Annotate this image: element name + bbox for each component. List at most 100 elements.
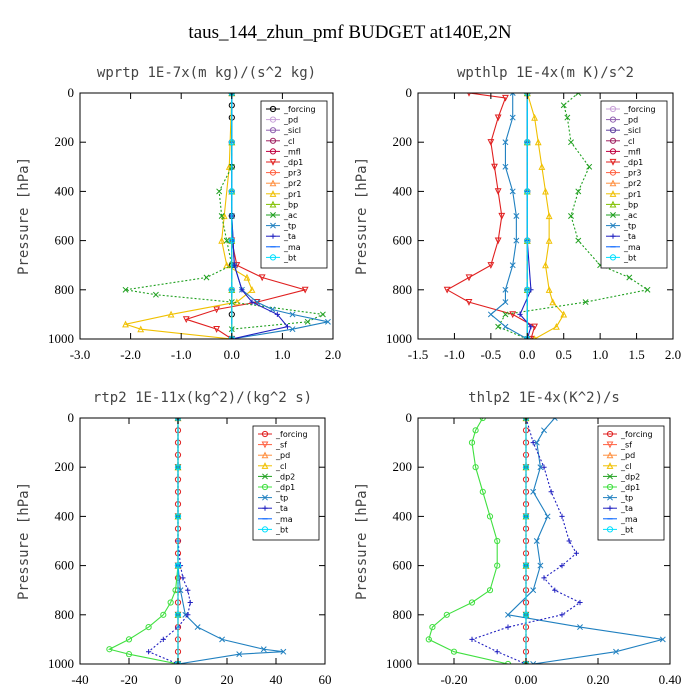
legend-label: _mfl [283,147,301,156]
legend: _forcing _sf_pd _cl_dp2 _dp1 _tp_ta _ma_bt [597,425,665,541]
legend: _forcing_pd_sicl_cl_mfl_dp1_pr3_pr2_pr1_… [260,100,328,269]
data-point [527,335,535,339]
data-point [280,648,287,655]
x-tick-label: 0.0 [224,347,240,362]
series-line-dp1 [428,418,509,664]
data-point [513,213,520,219]
data-point [538,163,546,170]
series-line-tp [177,418,284,664]
data-point [559,563,565,569]
data-point [541,427,547,434]
legend-label: _bt [283,253,296,262]
legend-marker [606,430,614,438]
series-line-ta [147,418,191,664]
x-tick-label: 2.0 [325,347,341,362]
data-point [174,562,182,569]
legend-marker [606,483,614,491]
legend-marker [609,127,617,134]
legend-label: _pd [283,116,298,125]
y-tick-label: 1000 [386,331,412,346]
y-tick-label: 0 [68,410,75,425]
data-point [502,299,509,306]
legend-box [260,100,328,269]
legend-label: _sf [275,441,287,450]
legend: _forcing _sf_pd _cl_dp2 _dp1 _tp_ta _ma_bt [252,425,320,541]
data-point [530,661,537,664]
data-point [243,273,251,281]
data-point [122,286,129,293]
data-point [513,237,520,244]
data-point [494,188,502,196]
y-axis-label: Pressure [hPa] [354,157,370,275]
y-tick-label: 400 [55,508,75,523]
x-tick-label: -1.0 [171,347,192,362]
x-tick-label: 60 [319,672,332,687]
data-point [586,163,593,170]
data-point [551,418,558,421]
x-tick-label: 40 [270,672,283,687]
data-point [568,139,574,146]
legend-label: _forcing [623,105,656,114]
legend-marker [609,158,617,166]
panels: wprtp 1E-7x(m kg)/(s^2 kg) Pressure [hPa]… [16,65,681,687]
data-point [541,464,547,470]
data-point [537,464,544,471]
legend-label: _ta [283,232,296,241]
data-point [160,636,166,642]
y-tick-label: 1000 [386,656,412,671]
y-tick-label: 400 [393,508,413,523]
legend-marker [610,222,616,229]
y-tick-label: 1000 [48,331,74,346]
data-point [228,237,235,244]
legend-label: _bp [283,200,298,209]
data-point [443,286,451,294]
data-point [524,139,531,146]
panel-title: wpthlp 1E-4x(m K)/s^2 [457,65,634,81]
y-tick-label: 200 [393,459,413,474]
x-tick-label: -0.5 [481,347,502,362]
data-point [530,488,537,495]
data-point [582,299,589,306]
data-point [530,440,536,446]
y-tick-label: 0 [406,410,413,425]
data-point [479,488,486,495]
plot-area [443,93,651,339]
data-point [145,624,152,631]
legend-marker [609,179,617,187]
legend-label: _tp [620,494,633,503]
data-point [559,513,565,519]
legend-marker [607,473,613,480]
legend-marker [269,137,277,144]
data-point [106,646,113,653]
legend-label: _pr3 [623,169,641,178]
data-point [553,322,560,330]
legend: _forcing_pd_sicl_cl_mfl_dp1_pr3_pr2_pr1_… [600,100,668,269]
legend-label: _ma [275,515,293,524]
data-point [548,489,554,495]
data-point [504,660,512,664]
data-point [174,513,182,520]
legend-label: _ta [620,504,633,513]
legend-label: _pd [620,451,635,460]
data-point [522,562,530,569]
data-point [182,316,190,324]
y-tick-label: 0 [406,85,413,100]
legend-marker [269,116,277,123]
legend-label: _forcing [620,430,653,439]
x-tick-label: 0.40 [659,672,682,687]
x-tick-label: 0.20 [587,672,610,687]
legend-marker [269,254,277,261]
data-point [573,550,579,556]
data-point [425,636,432,643]
data-point [534,138,542,146]
data-point [429,624,436,631]
y-tick-label: 0 [68,85,75,100]
x-tick-label: 2.0 [665,347,681,362]
data-point [177,587,184,594]
legend-label: _sf [620,441,632,450]
data-point [524,188,531,195]
data-point [626,274,633,281]
legend-label: _mfl [623,147,641,156]
